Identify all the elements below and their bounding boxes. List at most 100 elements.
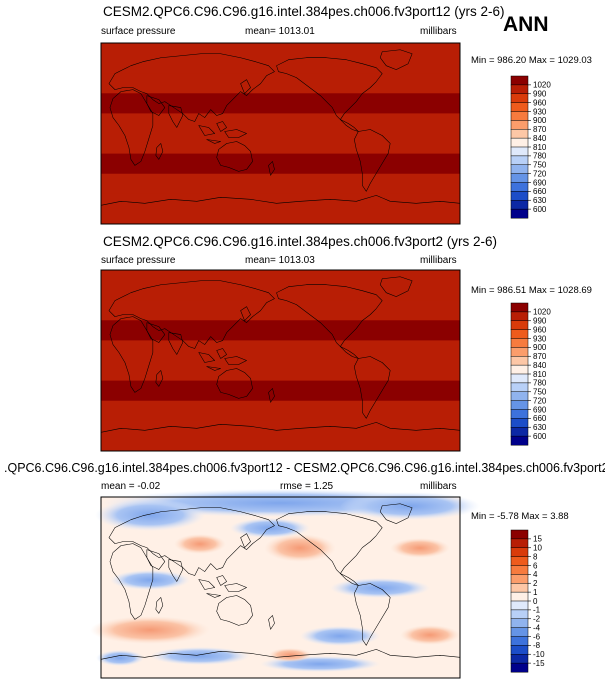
panel3-mean: mean = -0.02 — [101, 481, 161, 492]
colorbar-label: 600 — [533, 205, 547, 214]
colorbar-swatch — [510, 191, 529, 201]
colorbar-swatch — [510, 627, 529, 637]
season-label: ANN — [503, 13, 549, 36]
panel2-map-frame — [100, 269, 461, 452]
colorbar-swatch — [510, 538, 529, 549]
colorbar-swatch — [510, 400, 529, 410]
panel1-map-frame — [100, 42, 461, 225]
colorbar-label: 750 — [533, 161, 547, 170]
colorbar-label: -8 — [533, 641, 541, 650]
panel2-units: millibars — [420, 255, 457, 266]
colorbar-swatch — [510, 427, 529, 437]
panel1-units: millibars — [420, 26, 457, 37]
colorbar-label: 990 — [533, 317, 547, 326]
colorbar-swatch — [510, 556, 529, 566]
colorbar-swatch — [510, 102, 529, 112]
colorbar-label: 10 — [533, 544, 542, 553]
colorbar-label: 0 — [533, 597, 538, 606]
pressure-band-7 — [101, 193, 460, 225]
colorbar-swatch — [510, 654, 529, 664]
colorbar-label: 1020 — [533, 308, 551, 317]
colorbar-swatch — [510, 600, 529, 611]
colorbar-swatch — [510, 565, 529, 575]
colorbar-label: 1020 — [533, 81, 551, 90]
colorbar-label: 870 — [533, 352, 547, 361]
colorbar-label: 900 — [533, 116, 547, 125]
colorbar-label: 630 — [533, 423, 547, 432]
colorbar-label: 930 — [533, 107, 547, 116]
colorbar-label: -1 — [533, 606, 541, 615]
colorbar-label: 960 — [533, 325, 547, 334]
panel3-minmax: Min = -5.78 Max = 3.88 — [471, 511, 569, 522]
colorbar-swatch — [510, 137, 529, 148]
panel1-variable: surface pressure — [101, 26, 176, 37]
colorbar-swatch — [510, 120, 529, 130]
colorbar-swatch — [510, 636, 529, 646]
colorbar-swatch — [510, 356, 529, 366]
panel3-units: millibars — [420, 481, 457, 492]
colorbar-swatch — [510, 84, 529, 95]
panel1-mean: mean= 1013.01 — [245, 26, 315, 37]
panel2-minmax: Min = 986.51 Max = 1028.69 — [471, 285, 592, 296]
colorbar-label: 840 — [533, 361, 547, 370]
colorbar-label: 780 — [533, 152, 547, 161]
colorbar-swatch — [510, 75, 529, 86]
colorbar-label: 870 — [533, 125, 547, 134]
colorbar-swatch — [510, 129, 529, 139]
colorbar-label: 690 — [533, 178, 547, 187]
colorbar-swatch — [510, 418, 529, 428]
pressure-band-1 — [101, 300, 460, 321]
panel2-variable: surface pressure — [101, 255, 176, 266]
colorbar-label: 810 — [533, 370, 547, 379]
colorbar-swatch — [510, 391, 529, 402]
colorbar-swatch — [510, 583, 529, 593]
colorbar-label: -4 — [533, 623, 541, 632]
colorbar-label: 810 — [533, 143, 547, 152]
colorbar-label: 1 — [533, 588, 538, 597]
panel3-map-frame — [100, 496, 461, 679]
colorbar-swatch — [510, 338, 529, 348]
pressure-band-2 — [101, 320, 460, 341]
panel2-title: CESM2.QPC6.C96.C96.g16.intel.384pes.ch00… — [103, 234, 497, 249]
colorbar-swatch — [510, 574, 529, 584]
colorbar-swatch — [510, 311, 529, 322]
colorbar-label: 990 — [533, 90, 547, 99]
panel3-difference-map — [90, 489, 480, 678]
colorbar-swatch — [510, 591, 529, 602]
colorbar-label: 900 — [533, 343, 547, 352]
colorbar-swatch — [510, 373, 529, 384]
panel2-mean: mean= 1013.03 — [245, 255, 315, 266]
colorbar-swatch — [510, 320, 529, 331]
colorbar-label: 960 — [533, 98, 547, 107]
panel1-minmax: Min = 986.20 Max = 1029.03 — [471, 55, 592, 66]
colorbar-label: -6 — [533, 632, 541, 641]
colorbar-swatch — [510, 155, 529, 166]
colorbar-label: -2 — [533, 615, 541, 624]
colorbar-label: 600 — [533, 432, 547, 441]
colorbar-label: 2 — [533, 579, 538, 588]
pressure-band-4 — [101, 133, 460, 155]
colorbar-swatch — [510, 111, 529, 121]
colorbar-swatch — [510, 435, 529, 446]
colorbar-label: 720 — [533, 396, 547, 405]
panel2-colorbar: 1020990960930900870840810780750720690660… — [510, 302, 551, 446]
colorbar-swatch — [510, 364, 529, 375]
pressure-band-5 — [101, 153, 460, 175]
pressure-band-0 — [101, 43, 460, 74]
colorbar-label: 15 — [533, 535, 542, 544]
colorbar-swatch — [510, 302, 529, 313]
colorbar-swatch — [510, 182, 529, 192]
pressure-band-0 — [101, 270, 460, 301]
colorbar-label: 690 — [533, 405, 547, 414]
pressure-band-7 — [101, 420, 460, 452]
colorbar-label: 8 — [533, 552, 538, 561]
colorbar-swatch — [510, 329, 529, 339]
colorbar-label: 4 — [533, 570, 538, 579]
panel2-pressure-map — [101, 270, 460, 452]
colorbar-swatch — [510, 547, 529, 558]
colorbar-swatch — [510, 662, 529, 673]
panel3-rmse: rmse = 1.25 — [280, 481, 334, 492]
colorbar-label: -10 — [533, 650, 545, 659]
